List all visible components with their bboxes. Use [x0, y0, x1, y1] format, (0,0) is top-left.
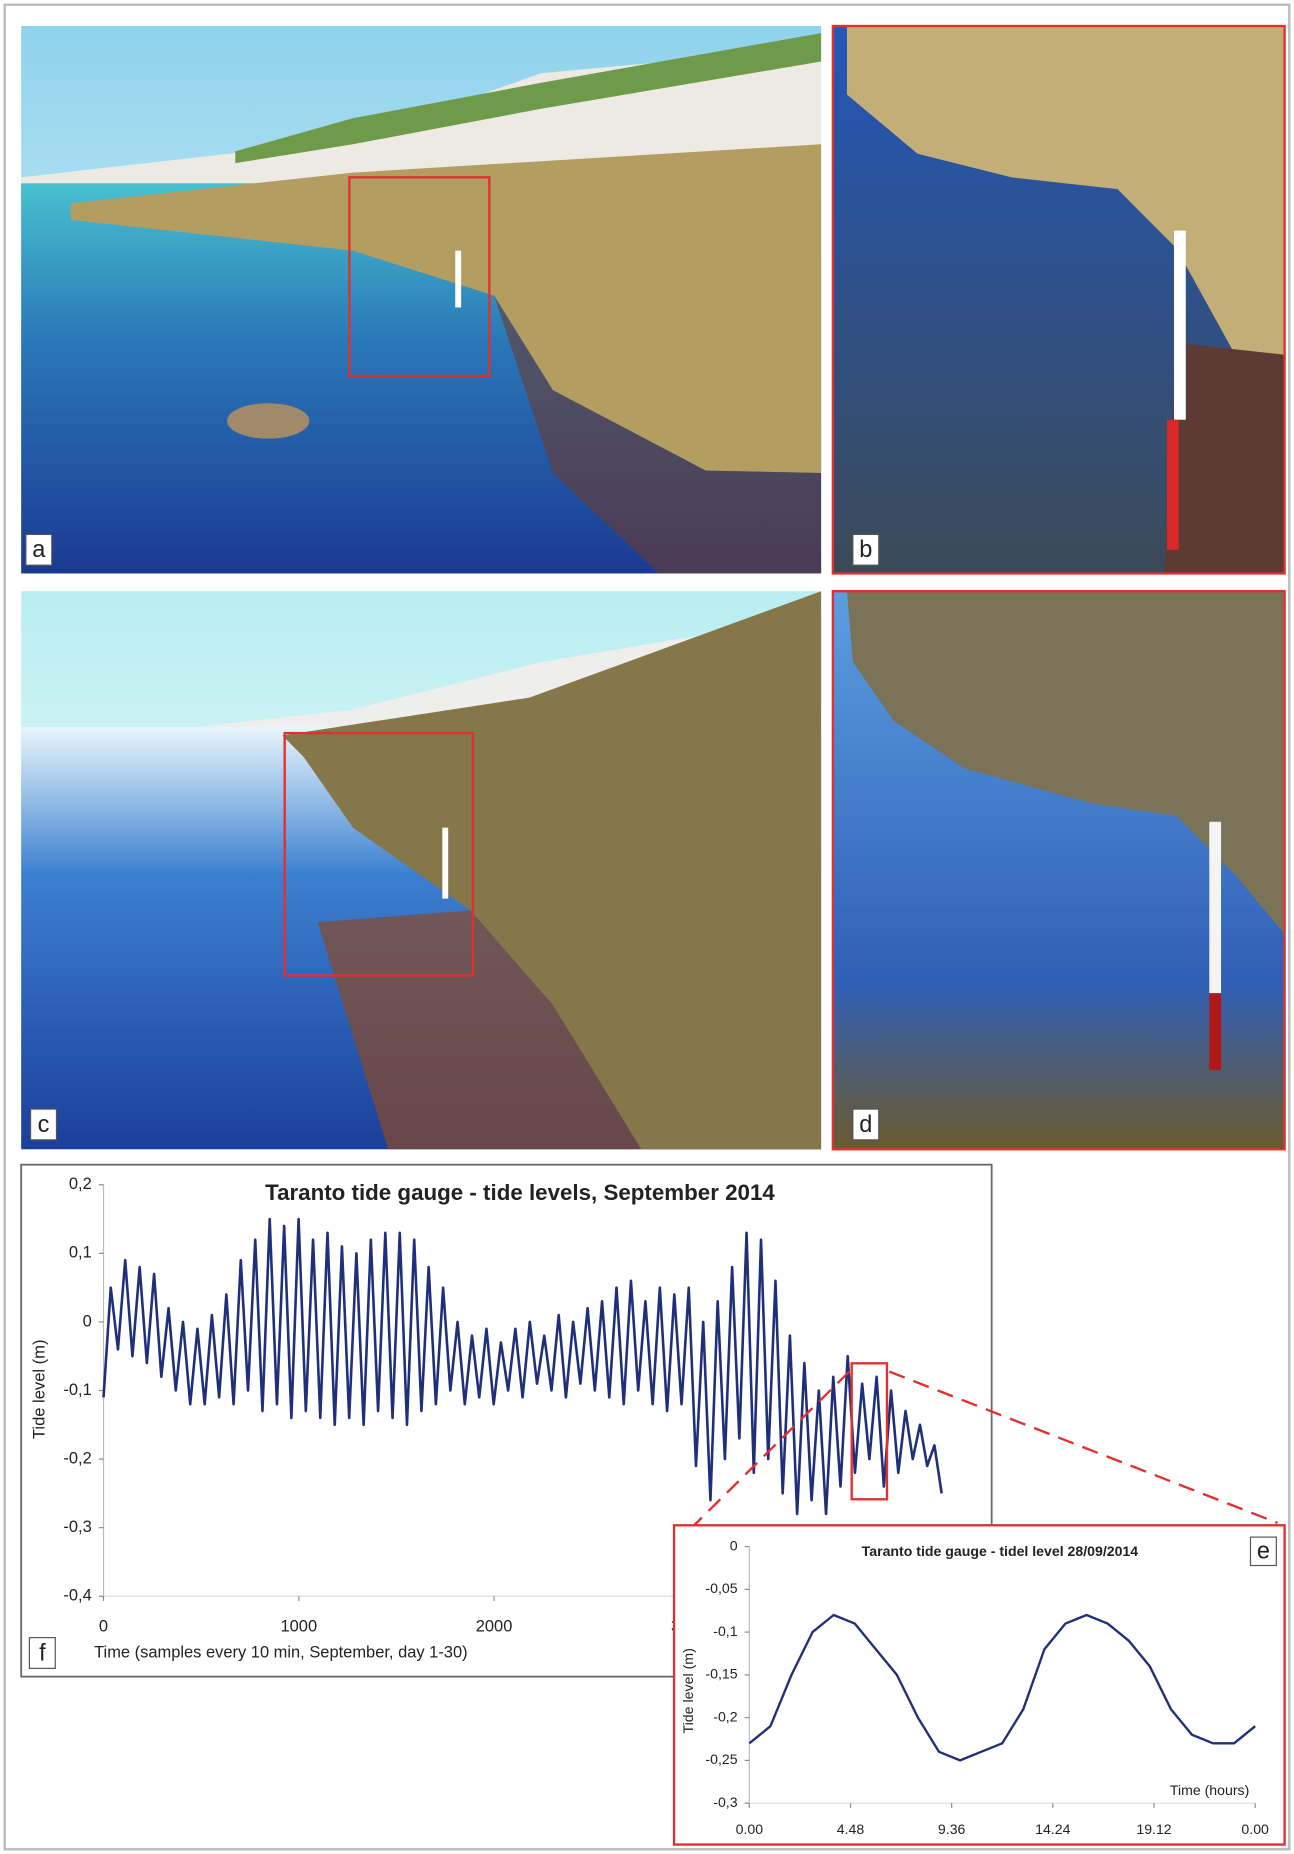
x-tick-label: 0.00 — [736, 1821, 764, 1837]
y-axis-label: Tide level (m) — [30, 1340, 48, 1440]
chart-e: Taranto tide gauge - tidel level 28/09/2… — [674, 1525, 1285, 1844]
chart-title: Taranto tide gauge - tidel level 28/09/2… — [862, 1543, 1139, 1559]
y-tick-label: -0,2 — [713, 1708, 737, 1724]
x-tick-label: 14.24 — [1035, 1821, 1070, 1837]
panel-label: b — [859, 536, 872, 562]
x-tick-label: 0 — [99, 1617, 108, 1635]
y-tick-label: -0,15 — [705, 1666, 737, 1682]
y-tick-label: 0,2 — [69, 1175, 92, 1193]
y-tick-label: -0,05 — [705, 1580, 737, 1596]
y-tick-label: -0,1 — [63, 1381, 91, 1399]
y-tick-label: -0,3 — [63, 1518, 91, 1536]
photo-c: c — [21, 591, 821, 1149]
x-tick-label: 4.48 — [837, 1821, 865, 1837]
chart-title: Taranto tide gauge - tide levels, Septem… — [265, 1180, 775, 1205]
y-tick-label: -0,4 — [63, 1587, 91, 1605]
y-tick-label: 0 — [83, 1312, 92, 1330]
x-axis-label: Time (samples every 10 min, September, d… — [94, 1643, 468, 1661]
x-axis-label: Time (hours) — [1170, 1782, 1249, 1798]
panel-label: c — [38, 1111, 50, 1137]
x-tick-label: 1000 — [280, 1617, 317, 1635]
photo-b: b — [833, 26, 1285, 573]
page: {"panels":[{"label":"a"},{"label":"b"},{… — [0, 0, 1294, 1854]
y-tick-label: -0,1 — [713, 1623, 737, 1639]
panel-label: d — [859, 1111, 872, 1137]
y-tick-label: 0 — [730, 1537, 738, 1553]
photo-d: d — [833, 591, 1285, 1149]
panel-label: a — [32, 536, 46, 562]
x-tick-label: 0.00 — [1241, 1821, 1269, 1837]
y-tick-label: -0,3 — [713, 1794, 737, 1810]
y-tick-label: 0,1 — [69, 1244, 92, 1262]
x-tick-label: 2000 — [476, 1617, 513, 1635]
y-axis-label: Tide level (m) — [680, 1648, 696, 1733]
panel-label: e — [1257, 1538, 1270, 1564]
panel-label: f — [39, 1639, 46, 1665]
y-tick-label: -0,25 — [705, 1751, 737, 1767]
x-tick-label: 9.36 — [938, 1821, 966, 1837]
x-tick-label: 19.12 — [1136, 1821, 1171, 1837]
y-tick-label: -0,2 — [63, 1449, 91, 1467]
figure: a b c d Taranto tide gauge - tide levels… — [0, 0, 1294, 1854]
photo-a: a — [21, 26, 821, 573]
